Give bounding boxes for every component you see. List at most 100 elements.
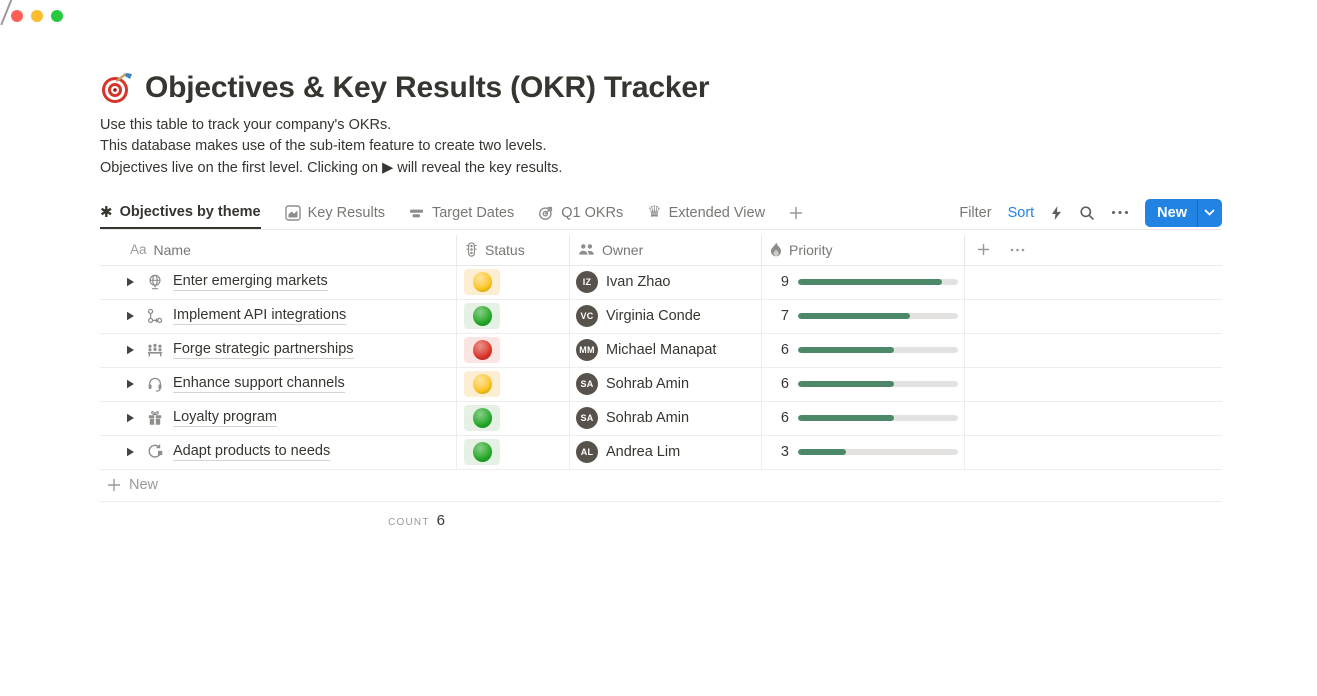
priority-cell[interactable]: 7 <box>762 299 965 333</box>
globe-icon <box>146 273 164 291</box>
expand-toggle-icon[interactable] <box>123 447 137 457</box>
crown-icon: ♛ <box>647 203 662 221</box>
tab-label: Q1 OKRs <box>561 204 624 221</box>
column-header-owner[interactable]: Owner <box>570 234 762 265</box>
empty-cell <box>965 300 1222 333</box>
row-title-link[interactable]: Adapt products to needs <box>173 443 331 462</box>
priority-progress-fill <box>798 415 894 422</box>
search-icon[interactable] <box>1079 205 1095 221</box>
zoom-button[interactable] <box>51 10 63 22</box>
traffic-light-icon <box>465 242 478 258</box>
close-button[interactable] <box>11 10 23 22</box>
row-title-link[interactable]: Forge strategic partnerships <box>173 341 354 360</box>
avatar: VC <box>576 305 598 328</box>
empty-cell <box>965 402 1222 435</box>
description-line-3: Objectives live on the first level. Clic… <box>100 159 563 176</box>
tab-key-results[interactable]: Key Results <box>284 197 385 229</box>
empty-cell <box>965 436 1222 469</box>
more-options-icon[interactable] <box>1111 210 1129 215</box>
add-column-icon[interactable] <box>977 243 990 256</box>
status-cell[interactable] <box>457 333 570 367</box>
table-more-options-icon[interactable] <box>1010 248 1025 252</box>
status-badge <box>464 269 500 296</box>
expand-toggle-icon[interactable] <box>123 277 137 287</box>
status-cell[interactable] <box>457 401 570 435</box>
expand-toggle-icon[interactable] <box>123 345 137 355</box>
priority-cell[interactable]: 9 <box>762 265 965 299</box>
owner-cell[interactable]: AL Andrea Lim <box>570 435 762 469</box>
row-title-link[interactable]: Enter emerging markets <box>173 273 328 292</box>
timeline-icon <box>409 205 425 221</box>
owner-cell[interactable]: VC Virginia Conde <box>570 299 762 333</box>
new-button-divider <box>1197 198 1198 227</box>
count-label[interactable]: COUNT <box>388 516 430 528</box>
headset-icon <box>146 375 164 393</box>
status-badge <box>464 439 500 466</box>
new-button-label: New <box>1157 204 1187 221</box>
tab-objectives-by-theme[interactable]: ✱ Objectives by theme <box>100 197 261 230</box>
owner-cell[interactable]: SA Sohrab Amin <box>570 401 762 435</box>
row-title-link[interactable]: Loyalty program <box>173 409 277 428</box>
row-title-link[interactable]: Enhance support channels <box>173 375 345 394</box>
column-header-name[interactable]: Aa Name <box>100 234 457 265</box>
priority-progress-fill <box>798 313 910 320</box>
plus-icon <box>107 478 121 492</box>
status-cell[interactable] <box>457 265 570 299</box>
status-dot-icon <box>472 340 492 361</box>
column-label: Priority <box>789 241 833 258</box>
owner-cell[interactable]: IZ Ivan Zhao <box>570 265 762 299</box>
avatar: IZ <box>576 271 598 294</box>
status-cell[interactable] <box>457 435 570 469</box>
description-line-2: This database makes use of the sub-item … <box>100 138 547 155</box>
plus-icon <box>789 206 803 220</box>
lightning-bolt-icon[interactable] <box>1050 205 1063 221</box>
owner-name: Sohrab Amin <box>606 376 690 393</box>
avatar: MM <box>576 339 598 362</box>
chevron-down-icon[interactable] <box>1198 209 1222 217</box>
view-tabbar: ✱ Objectives by theme Key Results Target… <box>100 197 1222 230</box>
column-header-priority[interactable]: Priority <box>762 234 965 265</box>
status-cell[interactable] <box>457 367 570 401</box>
filter-button[interactable]: Filter <box>959 204 992 221</box>
name-cell: Forge strategic partnerships <box>100 333 457 367</box>
add-view-button[interactable] <box>789 197 803 229</box>
priority-cell[interactable]: 6 <box>762 367 965 401</box>
expand-toggle-icon[interactable] <box>123 413 137 423</box>
tab-label: Extended View <box>668 204 766 221</box>
new-button[interactable]: New <box>1145 198 1222 227</box>
tab-extended-view[interactable]: ♛ Extended View <box>647 197 765 229</box>
priority-progress-bar <box>798 347 958 354</box>
column-header-extra <box>965 235 1222 265</box>
owner-cell[interactable]: MM Michael Manapat <box>570 333 762 367</box>
expand-toggle-icon[interactable] <box>123 379 137 389</box>
owner-name: Ivan Zhao <box>606 274 671 291</box>
priority-cell[interactable]: 6 <box>762 401 965 435</box>
column-label: Name <box>153 241 191 258</box>
status-dot-icon <box>472 374 492 395</box>
row-title-link[interactable]: Implement API integrations <box>173 307 347 326</box>
priority-cell[interactable]: 3 <box>762 435 965 469</box>
owner-cell[interactable]: SA Sohrab Amin <box>570 367 762 401</box>
priority-cell[interactable]: 6 <box>762 333 965 367</box>
expand-toggle-icon[interactable] <box>123 311 137 321</box>
minimize-button[interactable] <box>31 10 43 22</box>
dart-target-emoji-icon[interactable] <box>100 72 133 105</box>
empty-cell <box>965 368 1222 401</box>
sort-button[interactable]: Sort <box>1007 204 1035 221</box>
tab-label: Key Results <box>307 204 385 221</box>
table-row: Implement API integrations VC Virginia C… <box>100 299 1222 334</box>
column-header-status[interactable]: Status <box>457 234 570 265</box>
owner-name: Virginia Conde <box>606 308 701 325</box>
tab-q1-okrs[interactable]: Q1 OKRs <box>538 197 623 229</box>
status-dot-icon <box>472 272 492 293</box>
gift-icon <box>146 409 164 427</box>
priority-value: 7 <box>780 308 789 325</box>
status-cell[interactable] <box>457 299 570 333</box>
view-tabs: ✱ Objectives by theme Key Results Target… <box>100 197 803 230</box>
page-title: Objectives & Key Results (OKR) Tracker <box>145 71 710 104</box>
tab-target-dates[interactable]: Target Dates <box>409 197 514 229</box>
status-badge <box>464 303 500 330</box>
new-row-button[interactable]: New <box>100 470 1222 502</box>
owner-name: Sohrab Amin <box>606 410 690 427</box>
empty-cell <box>965 266 1222 299</box>
